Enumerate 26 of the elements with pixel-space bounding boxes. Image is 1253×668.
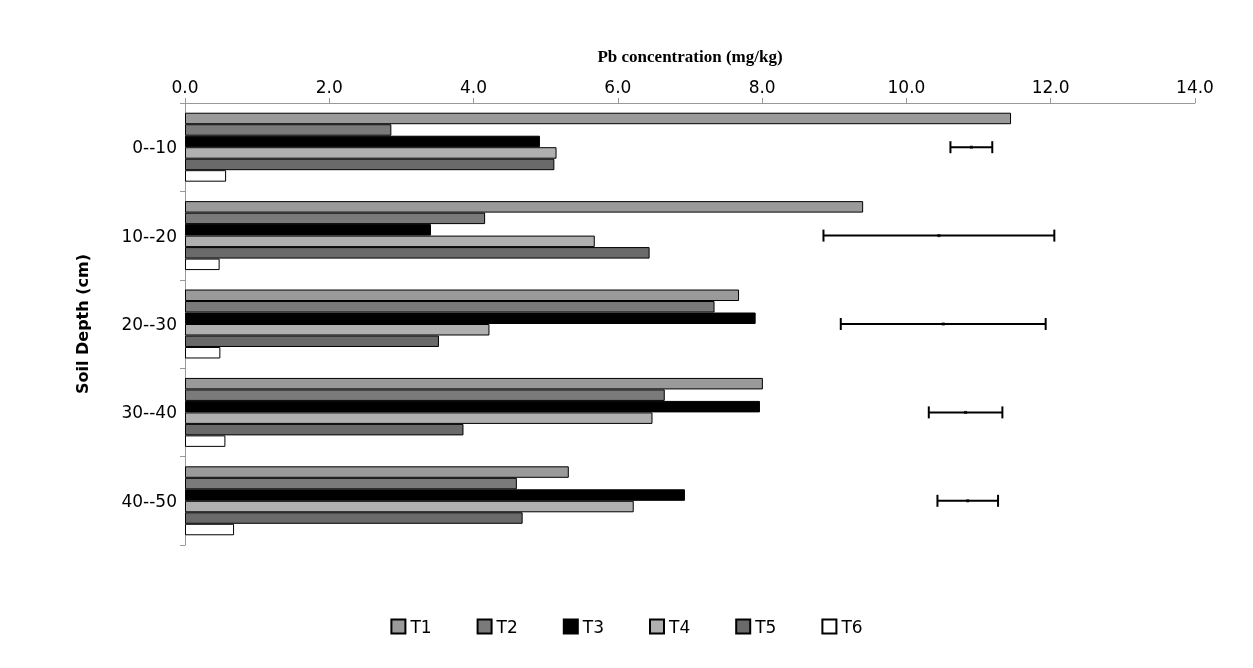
point — [941, 322, 945, 326]
legend-label: T6 — [840, 616, 863, 637]
x-tick-label: 10.0 — [887, 76, 926, 97]
x-tick-label: 12.0 — [1031, 76, 1070, 97]
y-tick-label: 40--50 — [121, 490, 177, 511]
x-tick-label: 14.0 — [1176, 76, 1214, 97]
x-tick-label: 0.0 — [171, 76, 199, 97]
y-tick-label: 20--30 — [121, 314, 177, 334]
point — [964, 410, 968, 414]
legend-label: T3 — [581, 616, 604, 637]
legend-label: T4 — [668, 616, 691, 637]
legend-label: T2 — [495, 616, 518, 637]
legend-label: T5 — [754, 616, 777, 637]
point — [966, 499, 970, 503]
y-tick-label: 30--40 — [121, 402, 177, 423]
x-tick-label: 2.0 — [315, 76, 343, 97]
y-tick-label: 10--20 — [121, 225, 177, 246]
legend-label: T1 — [409, 616, 432, 637]
x-axis-title: Pb concentration (mg/kg) — [597, 47, 783, 66]
x-tick-label: 6.0 — [604, 76, 632, 97]
point — [937, 234, 941, 238]
x-tick-label: 8.0 — [748, 76, 776, 97]
y-axis-title: Soil Depth (cm) — [72, 253, 92, 395]
x-tick-label: 4.0 — [460, 76, 488, 97]
point — [969, 145, 973, 149]
y-tick-label: 0--10 — [132, 137, 177, 158]
